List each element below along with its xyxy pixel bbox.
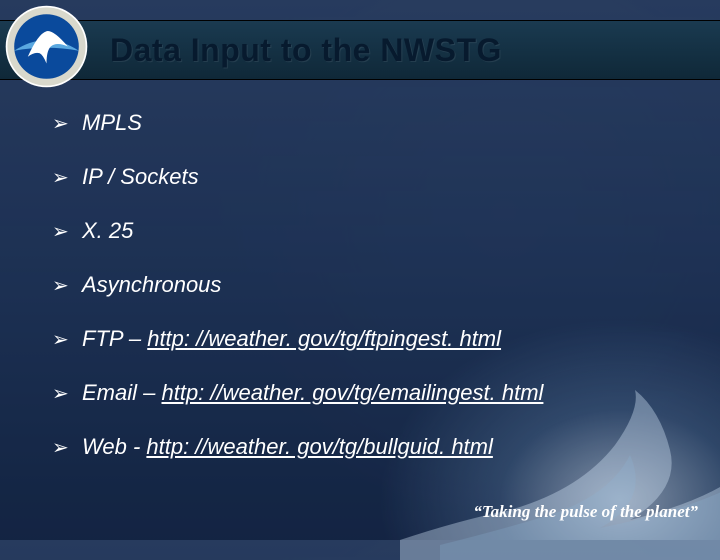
list-item: ➢ FTP – http: //weather. gov/tg/ftpinges… xyxy=(52,326,672,352)
item-text: MPLS xyxy=(82,110,142,135)
list-item: ➢ Email – http: //weather. gov/tg/emaili… xyxy=(52,380,672,406)
noaa-logo xyxy=(4,4,89,89)
bullet-icon: ➢ xyxy=(52,219,82,244)
bullet-icon: ➢ xyxy=(52,165,82,190)
page-title: Data Input to the NWSTG xyxy=(110,32,502,69)
item-link[interactable]: http: //weather. gov/tg/ftpingest. html xyxy=(147,326,501,351)
list-item: ➢ X. 25 xyxy=(52,218,672,244)
list-item: ➢ Asynchronous xyxy=(52,272,672,298)
bullet-icon: ➢ xyxy=(52,327,82,352)
list-item: ➢ Web - http: //weather. gov/tg/bullguid… xyxy=(52,434,672,460)
bullet-icon: ➢ xyxy=(52,381,82,406)
bullet-icon: ➢ xyxy=(52,111,82,136)
item-text: X. 25 xyxy=(82,218,133,243)
bullet-icon: ➢ xyxy=(52,435,82,460)
list-item: ➢ IP / Sockets xyxy=(52,164,672,190)
item-text: FTP – xyxy=(82,326,147,351)
bullet-icon: ➢ xyxy=(52,273,82,298)
title-bar: Data Input to the NWSTG xyxy=(0,20,720,80)
item-text: Email – xyxy=(82,380,161,405)
item-text: Asynchronous xyxy=(82,272,221,297)
list-item: ➢ MPLS xyxy=(52,110,672,136)
tagline: “Taking the pulse of the planet” xyxy=(473,502,698,522)
bullet-list: ➢ MPLS ➢ IP / Sockets ➢ X. 25 ➢ Asynchro… xyxy=(52,110,672,488)
item-text: Web - xyxy=(82,434,146,459)
item-link[interactable]: http: //weather. gov/tg/emailingest. htm… xyxy=(161,380,543,405)
item-text: IP / Sockets xyxy=(82,164,199,189)
item-link[interactable]: http: //weather. gov/tg/bullguid. html xyxy=(146,434,493,459)
